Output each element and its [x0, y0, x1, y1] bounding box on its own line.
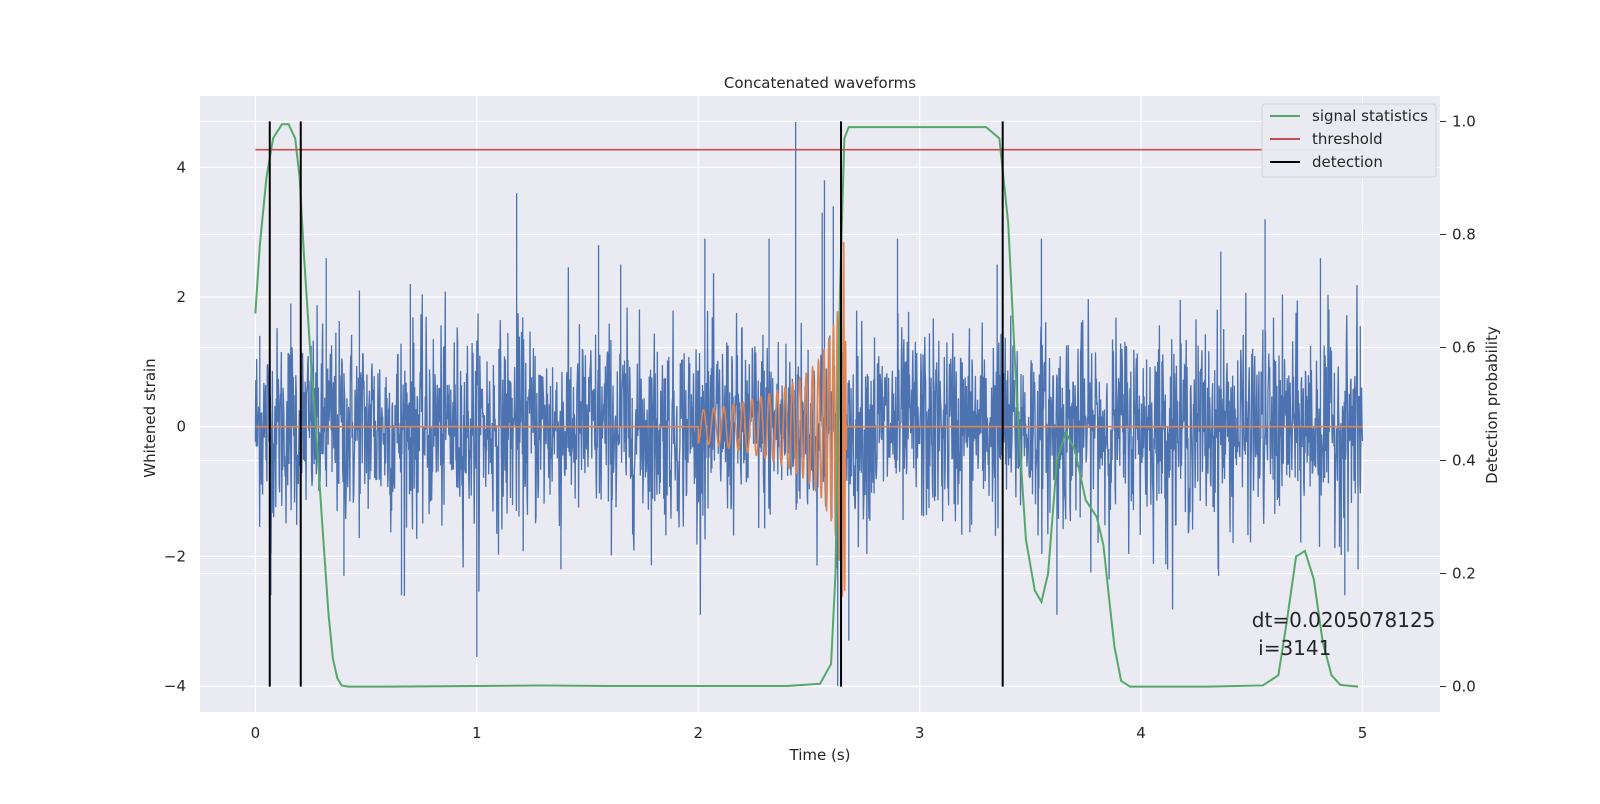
y-axis-label: Whitened strain — [141, 358, 159, 477]
y-tick-label: 0 — [176, 418, 186, 436]
y-tick-label: 4 — [176, 158, 186, 176]
x-tick-label: 0 — [251, 724, 261, 742]
y-tick-label: 2 — [176, 288, 186, 306]
legend-label-signal: signal statistics — [1312, 107, 1428, 125]
x-tick-label: 2 — [693, 724, 703, 742]
y-tick-label: −4 — [164, 677, 186, 695]
chart-title: Concatenated waveforms — [724, 74, 916, 92]
x-tick-label: 5 — [1358, 724, 1368, 742]
y2-tick-label: 0.6 — [1452, 338, 1476, 356]
y2-tick-label: 0.2 — [1452, 565, 1476, 583]
y2-axis-label: Detection probability — [1483, 326, 1501, 484]
x-tick-label: 4 — [1136, 724, 1146, 742]
noise-series-line — [254, 121, 1364, 687]
y2-tick-label: 1.0 — [1452, 112, 1476, 130]
legend: signal statistics threshold detection — [1261, 103, 1437, 178]
y2-tick-label: 0.0 — [1452, 678, 1476, 696]
annotation-dt: dt=0.0205078125 — [1252, 608, 1436, 632]
data-layer — [254, 121, 1364, 688]
y2-tick-label: 0.4 — [1452, 452, 1476, 470]
signal-statistics-line — [254, 123, 1359, 688]
legend-label-detection: detection — [1312, 153, 1383, 171]
legend-label-threshold: threshold — [1312, 130, 1383, 148]
x-tick-label: 3 — [915, 724, 925, 742]
y2-tick-label: 0.8 — [1452, 225, 1476, 243]
y-tick-label: −2 — [164, 547, 186, 565]
waveform-series-line — [255, 241, 1363, 597]
tick-layer: 0 1 2 3 4 5 −4 −2 0 2 4 0.0 0.2 0.4 0.6 0.8 1.0 — [164, 112, 1476, 742]
x-tick-label: 1 — [472, 724, 482, 742]
legend-box — [1261, 103, 1437, 178]
annotation-index: i=3141 — [1252, 636, 1332, 660]
x-axis-label: Time (s) — [789, 746, 851, 764]
